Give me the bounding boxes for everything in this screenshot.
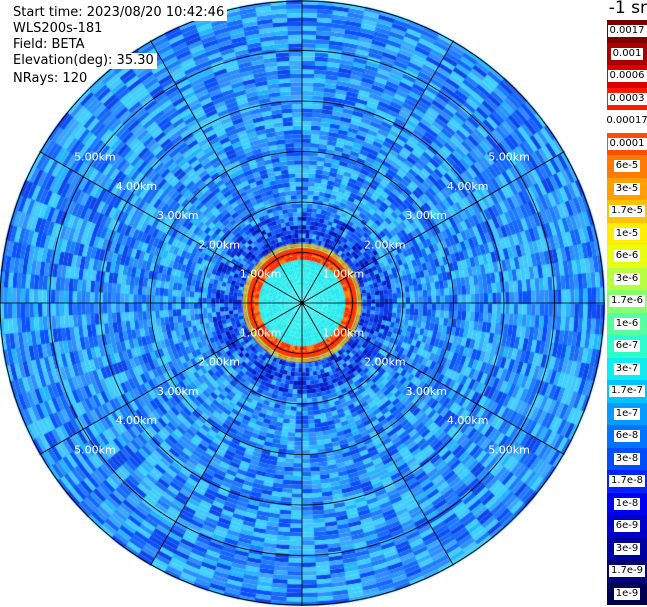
range-ring-label: 1.00km [240,268,282,281]
colorbar-level: 6e-5 [607,155,647,178]
colorbar-level: 1.7e-7 [607,380,647,403]
range-ring-label: 2.00km [364,356,406,369]
colorbar-level: 0.001 [607,42,647,65]
colorbar-level-label: 6e-8 [613,430,641,443]
colorbar-level-label: 0.0001 [607,137,647,150]
colorbar-level: 1e-8 [607,492,647,515]
colorbar-level-label: 0.001 [610,47,644,60]
colorbar-level-label: 3e-8 [613,452,641,465]
colorbar-level: 1.7e-5 [607,200,647,223]
range-ring-label: 3.00km [157,209,199,222]
range-ring-label: 2.00km [198,356,240,369]
range-ring-label: 5.00km [488,443,530,456]
colorbar-level: 0.0001 [607,132,647,155]
start-time-label: Start time: 2023/08/20 10:42:46 [10,5,228,21]
colorbar-unit-label: -1 sr [606,0,647,18]
field-label: Field: BETA [10,37,88,53]
range-ring-label: 1.00km [323,268,365,281]
colorbar-level-label: 0.00017 [604,115,647,128]
colorbar-level-label: 6e-6 [613,250,641,263]
colorbar-level: 0.00017 [604,110,647,133]
colorbar-level-label: 3e-6 [613,272,641,285]
colorbar-level: 6e-8 [607,425,647,448]
colorbar-level: 6e-9 [607,515,647,538]
range-ring [49,50,555,556]
colorbar-level-label: 1e-8 [613,497,641,510]
range-ring-label: 3.00km [405,385,447,398]
colorbar-level: 3e-7 [607,357,647,380]
colorbar-level-label: 3e-7 [613,362,641,375]
colorbar-level: 3e-5 [607,177,647,200]
colorbar-level-label: 1.7e-9 [608,565,646,578]
colorbar-level: 1.7e-8 [607,470,647,493]
range-ring-label: 3.00km [405,209,447,222]
range-ring-label: 4.00km [116,414,158,427]
range-ring-label: 1.00km [323,326,365,339]
colorbar-level-label: 1.7e-6 [608,295,646,308]
instrument-label: WLS200s-181 [10,21,106,37]
radar-origin [300,301,304,305]
range-ring-label: 4.00km [447,414,489,427]
range-ring-label: 4.00km [447,180,489,193]
colorbar-level: 1.7e-6 [607,290,647,313]
range-ring-label: 5.00km [488,151,530,164]
range-ring [99,100,505,506]
range-ring-label: 2.00km [364,238,406,251]
range-ring-label: 5.00km [74,151,116,164]
range-ring-label: 1.00km [240,326,282,339]
range-ring-label: 2.00km [198,238,240,251]
range-ring-label: 3.00km [157,385,199,398]
colorbar-level-label: 0.0017 [607,25,647,38]
colorbar-level-label: 6e-7 [613,340,641,353]
colorbar-level-label: 1.7e-5 [608,205,646,218]
colorbar-level: 1e-5 [607,222,647,245]
colorbar-level-label: 6e-9 [613,520,641,533]
elevation-label: Elevation(deg): 35.30 [10,53,157,69]
colorbar-level: 3e-6 [607,267,647,290]
range-ring [150,151,454,455]
colorbar-level: 1.7e-9 [607,560,647,583]
colorbar-level: 0.0006 [607,65,647,88]
range-ring-label: 4.00km [116,180,158,193]
colorbar-level-label: 0.0003 [607,92,647,105]
colorbar-level-label: 1e-5 [613,227,641,240]
nrays-label: NRays: 120 [10,71,91,87]
colorbar-level-label: 1e-9 [613,587,641,600]
colorbar-level: 1e-6 [607,312,647,335]
range-ring-label: 5.00km [74,443,116,456]
colorbar-level: 1e-9 [607,582,647,605]
colorbar-level-label: 1e-6 [613,317,641,330]
range-ring [200,201,404,405]
colorbar-level: 3e-8 [607,447,647,470]
colorbar-level-label: 3e-5 [613,182,641,195]
colorbar-level-label: 1.7e-8 [608,475,646,488]
colorbar-level-label: 1e-7 [613,407,641,420]
colorbar-level: 3e-9 [607,537,647,560]
colorbar-level-label: 1.7e-7 [608,385,646,398]
colorbar-level: 0.0017 [607,20,647,43]
colorbar-level-label: 0.0006 [607,70,647,83]
colorbar-level-label: 6e-5 [613,160,641,173]
range-ring [251,252,353,354]
colorbar-level: 6e-6 [607,245,647,268]
colorbar-level: 6e-7 [607,335,647,358]
colorbar-level: 0.0003 [607,87,647,110]
colorbar-level: 1e-7 [607,402,647,425]
colorbar-level-label: 3e-9 [613,542,641,555]
